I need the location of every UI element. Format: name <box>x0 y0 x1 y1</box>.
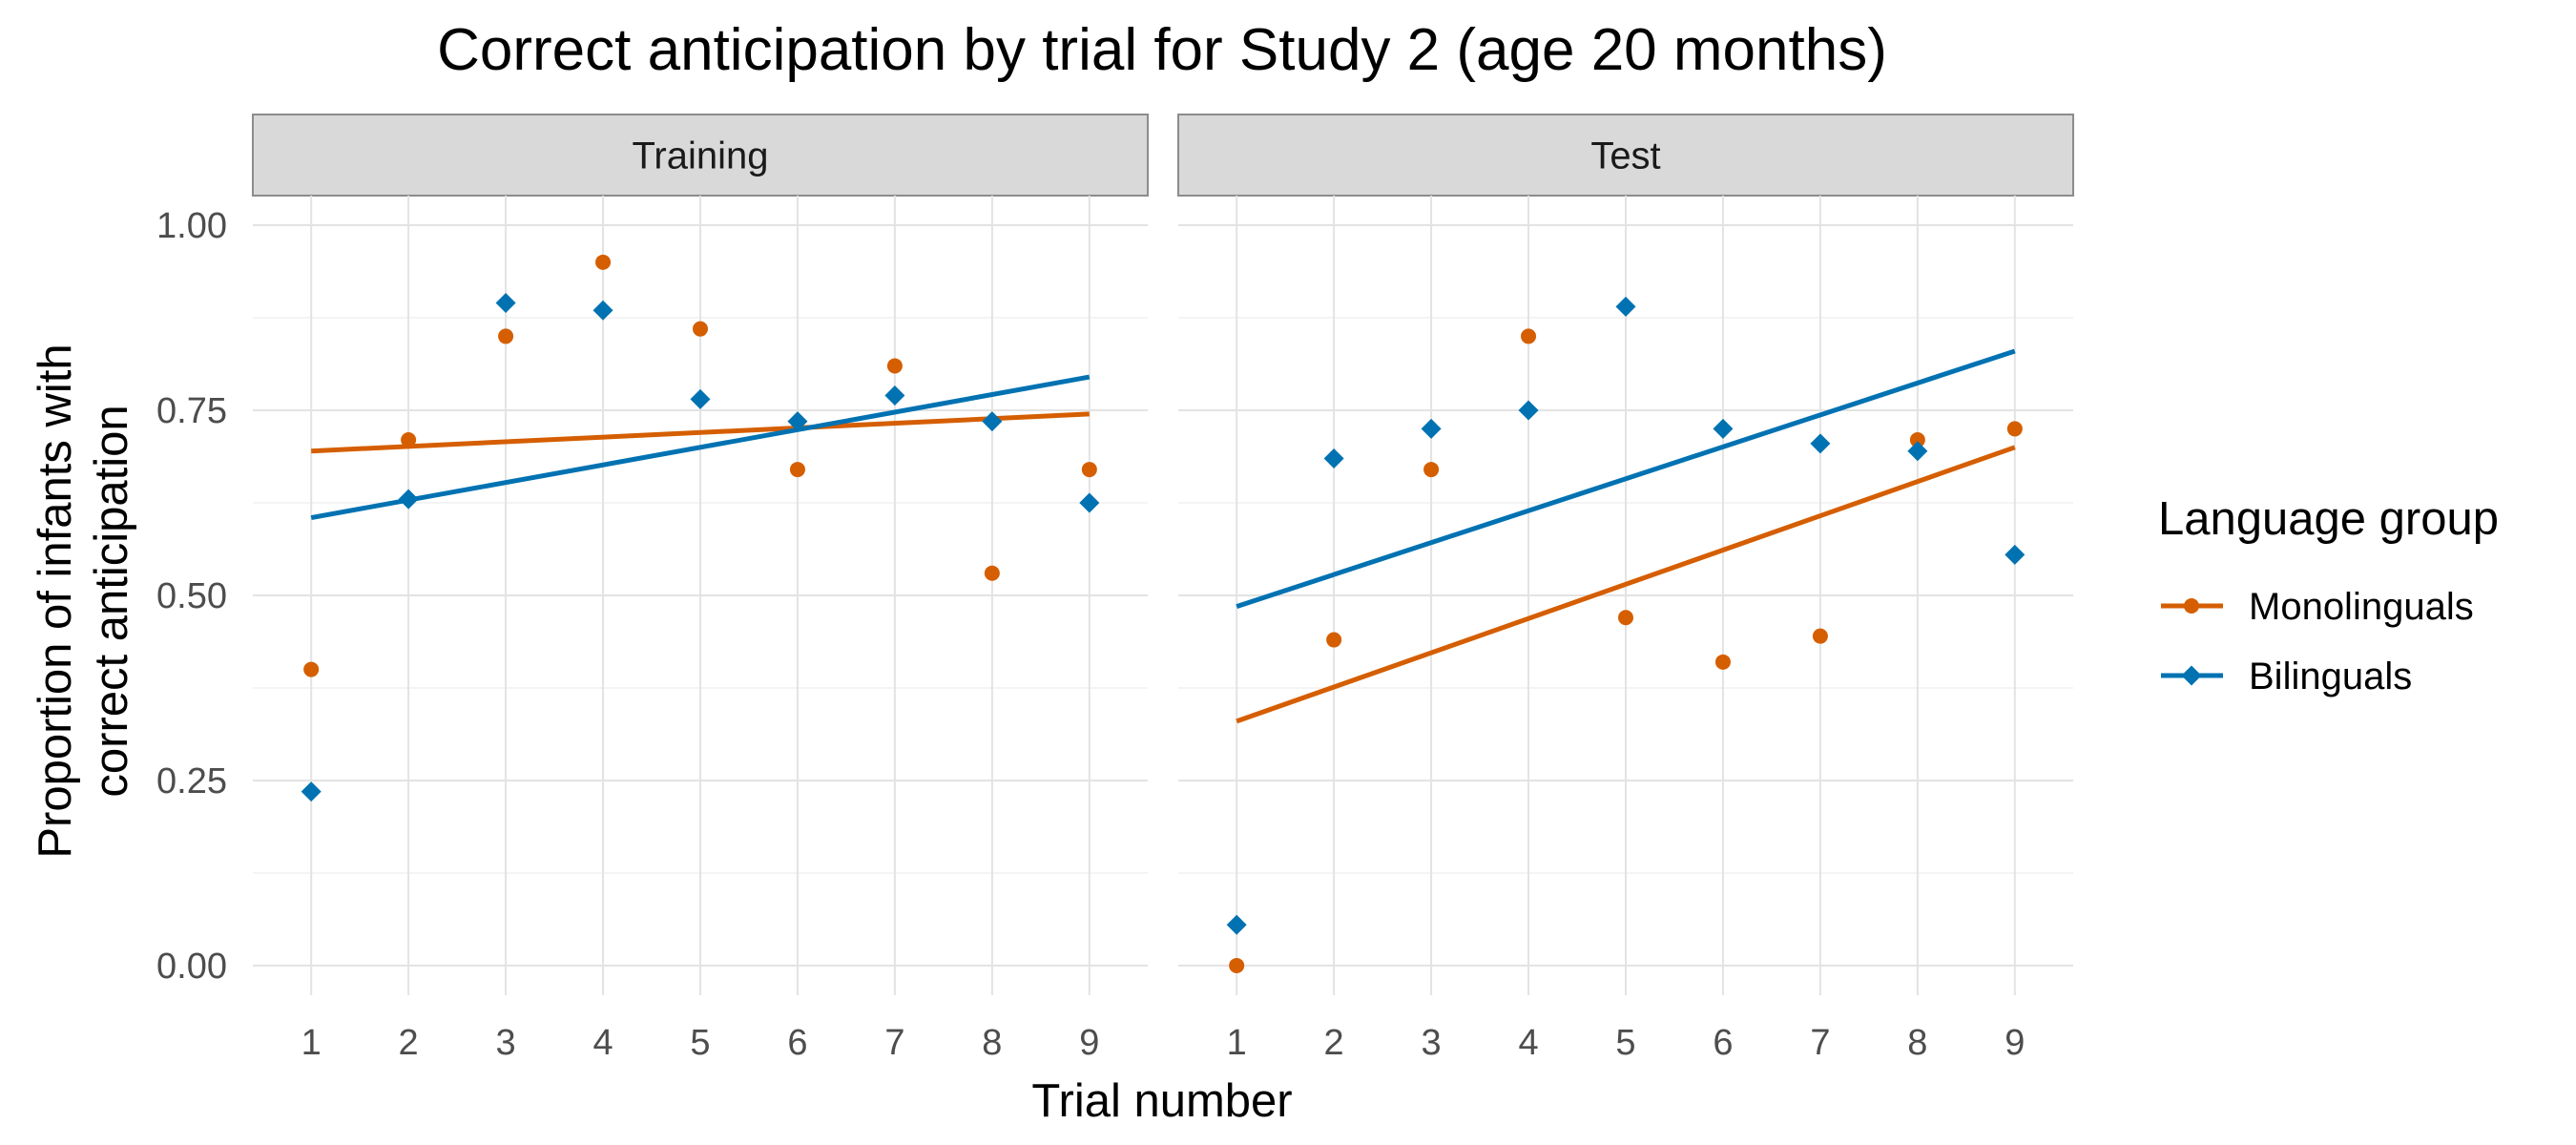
y-tick-labels: 0.00 0.25 0.50 0.75 1.00 <box>156 206 227 987</box>
x-tick-label: 4 <box>592 1023 613 1063</box>
data-point-monolinguals <box>1618 610 1633 626</box>
x-tick-label: 2 <box>399 1023 419 1063</box>
facet-label-test: Test <box>1590 135 1660 177</box>
panel-test: Test 1 2 3 4 5 6 7 8 9 <box>1177 114 2074 1063</box>
y-tick-label: 0.50 <box>156 576 227 616</box>
data-point-monolinguals <box>1714 654 1731 670</box>
data-point-monolinguals <box>789 462 805 478</box>
data-point-bilinguals <box>1907 441 1928 462</box>
points-bilinguals-test <box>1226 296 2025 935</box>
y-axis-label-line-2: correct anticipation <box>86 405 137 797</box>
legend-entries: Monolinguals Bilinguals <box>2161 586 2474 697</box>
legend-entry-bilinguals: Bilinguals <box>2161 656 2412 697</box>
legend-entry-monolinguals: Monolinguals <box>2161 586 2474 628</box>
data-point-monolinguals <box>1326 632 1342 648</box>
x-tick-label: 1 <box>301 1023 322 1063</box>
data-point-bilinguals <box>690 388 711 409</box>
y-tick-label: 0.00 <box>156 947 227 987</box>
points-monolinguals-test <box>1229 328 2023 973</box>
data-point-bilinguals <box>1713 418 1734 439</box>
data-point-bilinguals <box>495 293 516 314</box>
series-bilinguals-test <box>1236 348 2016 610</box>
x-tick-label: 1 <box>1227 1023 1247 1063</box>
x-tick-label: 6 <box>1713 1023 1733 1063</box>
facet-panels: Training 1 2 3 4 5 6 7 8 9 Test 1 2 3 4 5 6 7 8 9 <box>252 114 2074 1063</box>
x-tick-label: 3 <box>1422 1023 1442 1063</box>
fit-line-monolinguals <box>1236 445 2016 724</box>
facet-strip-training <box>252 114 1149 197</box>
series-monolinguals-training <box>311 411 1090 454</box>
legend: Language group Monolinguals Bilinguals <box>2158 493 2499 697</box>
data-point-bilinguals <box>592 300 613 321</box>
chart-title: Correct anticipation by trial for Study … <box>437 17 1887 83</box>
x-tick-label: 4 <box>1518 1023 1538 1063</box>
x-tick-label: 9 <box>1079 1023 1099 1063</box>
x-tick-label: 5 <box>690 1023 710 1063</box>
data-point-monolinguals <box>2006 421 2023 437</box>
legend-label: Monolinguals <box>2249 586 2474 628</box>
data-point-bilinguals <box>301 781 322 802</box>
data-point-bilinguals <box>884 385 905 406</box>
data-point-monolinguals <box>303 661 320 677</box>
y-tick-label: 0.25 <box>156 761 227 802</box>
legend-label: Bilinguals <box>2249 656 2412 697</box>
fit-line-bilinguals <box>310 374 1091 520</box>
data-point-monolinguals <box>984 565 1000 581</box>
facet-label-training: Training <box>632 135 768 177</box>
data-point-monolinguals <box>1909 432 1925 448</box>
fit-line-bilinguals <box>1236 348 2016 610</box>
y-axis-label-line-1: Proportion of infants with <box>30 344 81 858</box>
x-tick-label: 9 <box>2005 1023 2025 1063</box>
data-point-bilinguals <box>982 411 1003 432</box>
x-tick-label: 5 <box>1615 1023 1635 1063</box>
y-tick-label: 1.00 <box>156 206 227 246</box>
x-tick-label: 6 <box>787 1023 807 1063</box>
data-point-bilinguals <box>1323 448 1344 468</box>
data-point-monolinguals <box>1812 628 1828 644</box>
legend-title: Language group <box>2158 493 2499 545</box>
data-point-monolinguals <box>498 328 514 344</box>
points-monolinguals-training <box>303 254 1097 677</box>
legend-key-marker <box>2184 598 2199 614</box>
data-point-monolinguals <box>1423 462 1440 478</box>
x-tick-label: 7 <box>1810 1023 1830 1063</box>
data-point-bilinguals <box>398 489 419 510</box>
fit-line-monolinguals <box>311 411 1090 454</box>
data-point-bilinguals <box>1079 492 1100 513</box>
data-point-monolinguals <box>1229 957 1245 973</box>
x-tick-label: 8 <box>1907 1023 1927 1063</box>
series-bilinguals-training <box>310 374 1091 520</box>
data-point-bilinguals <box>1810 433 1831 454</box>
gridlines-test <box>1178 196 2073 995</box>
panel-training: Training 1 2 3 4 5 6 7 8 9 <box>252 114 1149 1063</box>
x-tick-label: 8 <box>982 1023 1002 1063</box>
series-monolinguals-test <box>1236 445 2016 724</box>
x-tick-label: 3 <box>496 1023 516 1063</box>
facet-strip-test <box>1177 114 2074 197</box>
data-point-bilinguals <box>1226 914 1247 935</box>
x-tick-label: 7 <box>884 1023 904 1063</box>
data-point-bilinguals <box>1615 296 1636 317</box>
gridlines-training <box>253 196 1148 995</box>
data-point-monolinguals <box>1081 462 1097 478</box>
y-tick-label: 0.75 <box>156 391 227 431</box>
data-point-monolinguals <box>886 358 903 374</box>
legend-key-marker <box>2181 665 2202 686</box>
data-point-bilinguals <box>1421 418 1442 439</box>
x-axis-label: Trial number <box>1031 1075 1292 1127</box>
x-tick-label: 2 <box>1324 1023 1344 1063</box>
data-point-monolinguals <box>1521 328 1537 344</box>
data-point-bilinguals <box>2005 544 2025 565</box>
y-axis-label: Proportion of infants with correct antic… <box>30 344 137 858</box>
points-bilinguals-training <box>301 293 1100 802</box>
data-point-bilinguals <box>787 411 808 432</box>
data-point-monolinguals <box>595 254 612 270</box>
data-point-monolinguals <box>401 432 417 448</box>
data-point-monolinguals <box>693 321 708 337</box>
data-point-bilinguals <box>1518 400 1539 421</box>
